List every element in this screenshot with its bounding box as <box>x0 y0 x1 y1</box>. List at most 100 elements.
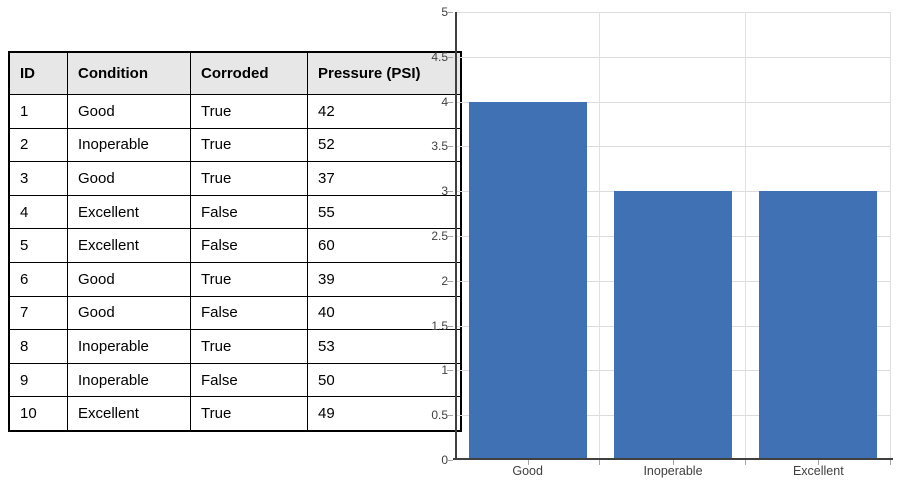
table-cell: False <box>190 228 308 263</box>
table-row: 4 Excellent False 55 <box>8 194 462 230</box>
table-row: 7 Good False 40 <box>8 295 462 331</box>
y-axis-labels: 0 0.5 1 1.5 2 2.5 3 3.5 4 4.5 5 <box>420 6 448 466</box>
table-cell: 4 <box>8 194 68 230</box>
vertical-gridline <box>599 12 600 460</box>
table-cell: 6 <box>8 261 68 297</box>
horizontal-gridline <box>455 12 891 13</box>
table-header: ID Condition Corroded Pressure (PSI) <box>8 51 462 95</box>
y-tick-label: 4 <box>441 94 448 109</box>
table-cell: True <box>190 329 308 364</box>
table-cell: Good <box>67 161 191 196</box>
table-cell: 1 <box>8 94 68 129</box>
table-cell: 49 <box>307 396 462 432</box>
table-row: 5 Excellent False 60 <box>8 228 462 263</box>
table-cell: Excellent <box>67 194 191 230</box>
table-cell: 50 <box>307 362 462 398</box>
table-cell: False <box>190 194 308 230</box>
table-row: 6 Good True 39 <box>8 261 462 297</box>
table-cell: Inoperable <box>67 362 191 398</box>
y-tick-mark <box>447 101 453 103</box>
table-row: 3 Good True 37 <box>8 161 462 196</box>
table-cell: Inoperable <box>67 329 191 364</box>
table-cell: True <box>190 161 308 196</box>
table-cell: 60 <box>307 228 462 263</box>
y-tick-mark <box>447 56 453 58</box>
table-cell: Inoperable <box>67 127 191 163</box>
y-tick-label: 1.5 <box>431 318 448 333</box>
table-cell: 53 <box>307 329 462 364</box>
x-category-label: Excellent <box>792 464 844 478</box>
table-cell: 8 <box>8 329 68 364</box>
table-row: 10 Excellent True 49 <box>8 396 462 432</box>
y-tick-mark <box>447 280 453 282</box>
x-category-label: Inoperable <box>643 464 703 478</box>
table-cell: True <box>190 127 308 163</box>
table-cell: Good <box>67 295 191 331</box>
y-tick-label: 0.5 <box>431 408 448 423</box>
table-cell: Excellent <box>67 396 191 432</box>
horizontal-gridline <box>455 101 891 103</box>
vertical-gridline <box>745 12 746 460</box>
y-tick-label: 5 <box>441 5 448 19</box>
y-tick-mark <box>447 12 453 13</box>
table-row: 8 Inoperable True 53 <box>8 329 462 364</box>
bar-inoperable <box>614 191 732 458</box>
x-category-label: Good <box>512 464 543 478</box>
x-tick-mark <box>527 460 529 465</box>
x-tick-mark <box>599 460 600 465</box>
chart-plot-area <box>447 12 893 465</box>
column-header: ID <box>8 51 68 95</box>
table-cell: True <box>190 396 308 432</box>
table-cell: Good <box>67 261 191 297</box>
y-tick-label: 1 <box>441 363 448 378</box>
table-cell: 10 <box>8 396 68 432</box>
vertical-gridline <box>890 12 891 460</box>
column-header: Pressure (PSI) <box>307 51 462 95</box>
table-cell: 40 <box>307 295 462 331</box>
table-cell: True <box>190 94 308 129</box>
table-cell: 39 <box>307 261 462 297</box>
table-cell: 55 <box>307 194 462 230</box>
bar-good <box>468 101 587 458</box>
table-cell: 5 <box>8 228 68 263</box>
table-row: 1 Good True 42 <box>8 94 462 129</box>
column-header: Condition <box>67 51 191 95</box>
y-tick-label: 2 <box>441 273 448 288</box>
y-tick-label: 0 <box>441 453 448 467</box>
y-tick-mark <box>447 415 453 417</box>
y-tick-mark <box>447 146 453 148</box>
x-tick-mark <box>890 460 891 465</box>
bar-excellent <box>759 191 878 458</box>
y-tick-mark <box>447 460 453 461</box>
y-tick-mark <box>447 191 453 193</box>
condition-count-bar-chart: 0 0.5 1 1.5 2 2.5 3 3.5 4 4.5 5 Good Inoperable Exce… <box>420 0 904 487</box>
table-header-row: ID Condition Corroded Pressure (PSI) <box>8 51 462 95</box>
pipe-data-table: ID Condition Corroded Pressure (PSI) 1 Good T… <box>8 51 462 432</box>
table-cell: Excellent <box>67 228 191 263</box>
y-tick-label: 3.5 <box>431 139 448 154</box>
table-cell: False <box>190 295 308 331</box>
table-body: 1 Good True 42 2 Inoperable True 52 3 Good True 37 4… <box>8 94 462 432</box>
table-cell: 3 <box>8 161 68 196</box>
horizontal-gridline <box>455 56 891 58</box>
table-cell: 9 <box>8 362 68 398</box>
y-tick-mark <box>447 236 453 237</box>
table-cell: 7 <box>8 295 68 331</box>
table-cell: Good <box>67 94 191 129</box>
x-tick-mark <box>818 460 820 465</box>
column-header: Corroded <box>190 51 308 95</box>
horizontal-gridline <box>455 146 891 148</box>
table-cell: False <box>190 362 308 398</box>
table-cell: 37 <box>307 161 462 196</box>
table-cell: True <box>190 261 308 297</box>
y-tick-label: 2.5 <box>431 229 448 243</box>
x-axis-line <box>453 458 893 460</box>
table-row: 9 Inoperable False 50 <box>8 362 462 398</box>
table-cell: 2 <box>8 127 68 163</box>
y-axis-line <box>455 12 457 460</box>
y-tick-mark <box>447 370 453 372</box>
x-tick-mark <box>673 460 674 465</box>
y-tick-mark <box>447 325 453 327</box>
y-tick-label: 4.5 <box>431 49 448 64</box>
